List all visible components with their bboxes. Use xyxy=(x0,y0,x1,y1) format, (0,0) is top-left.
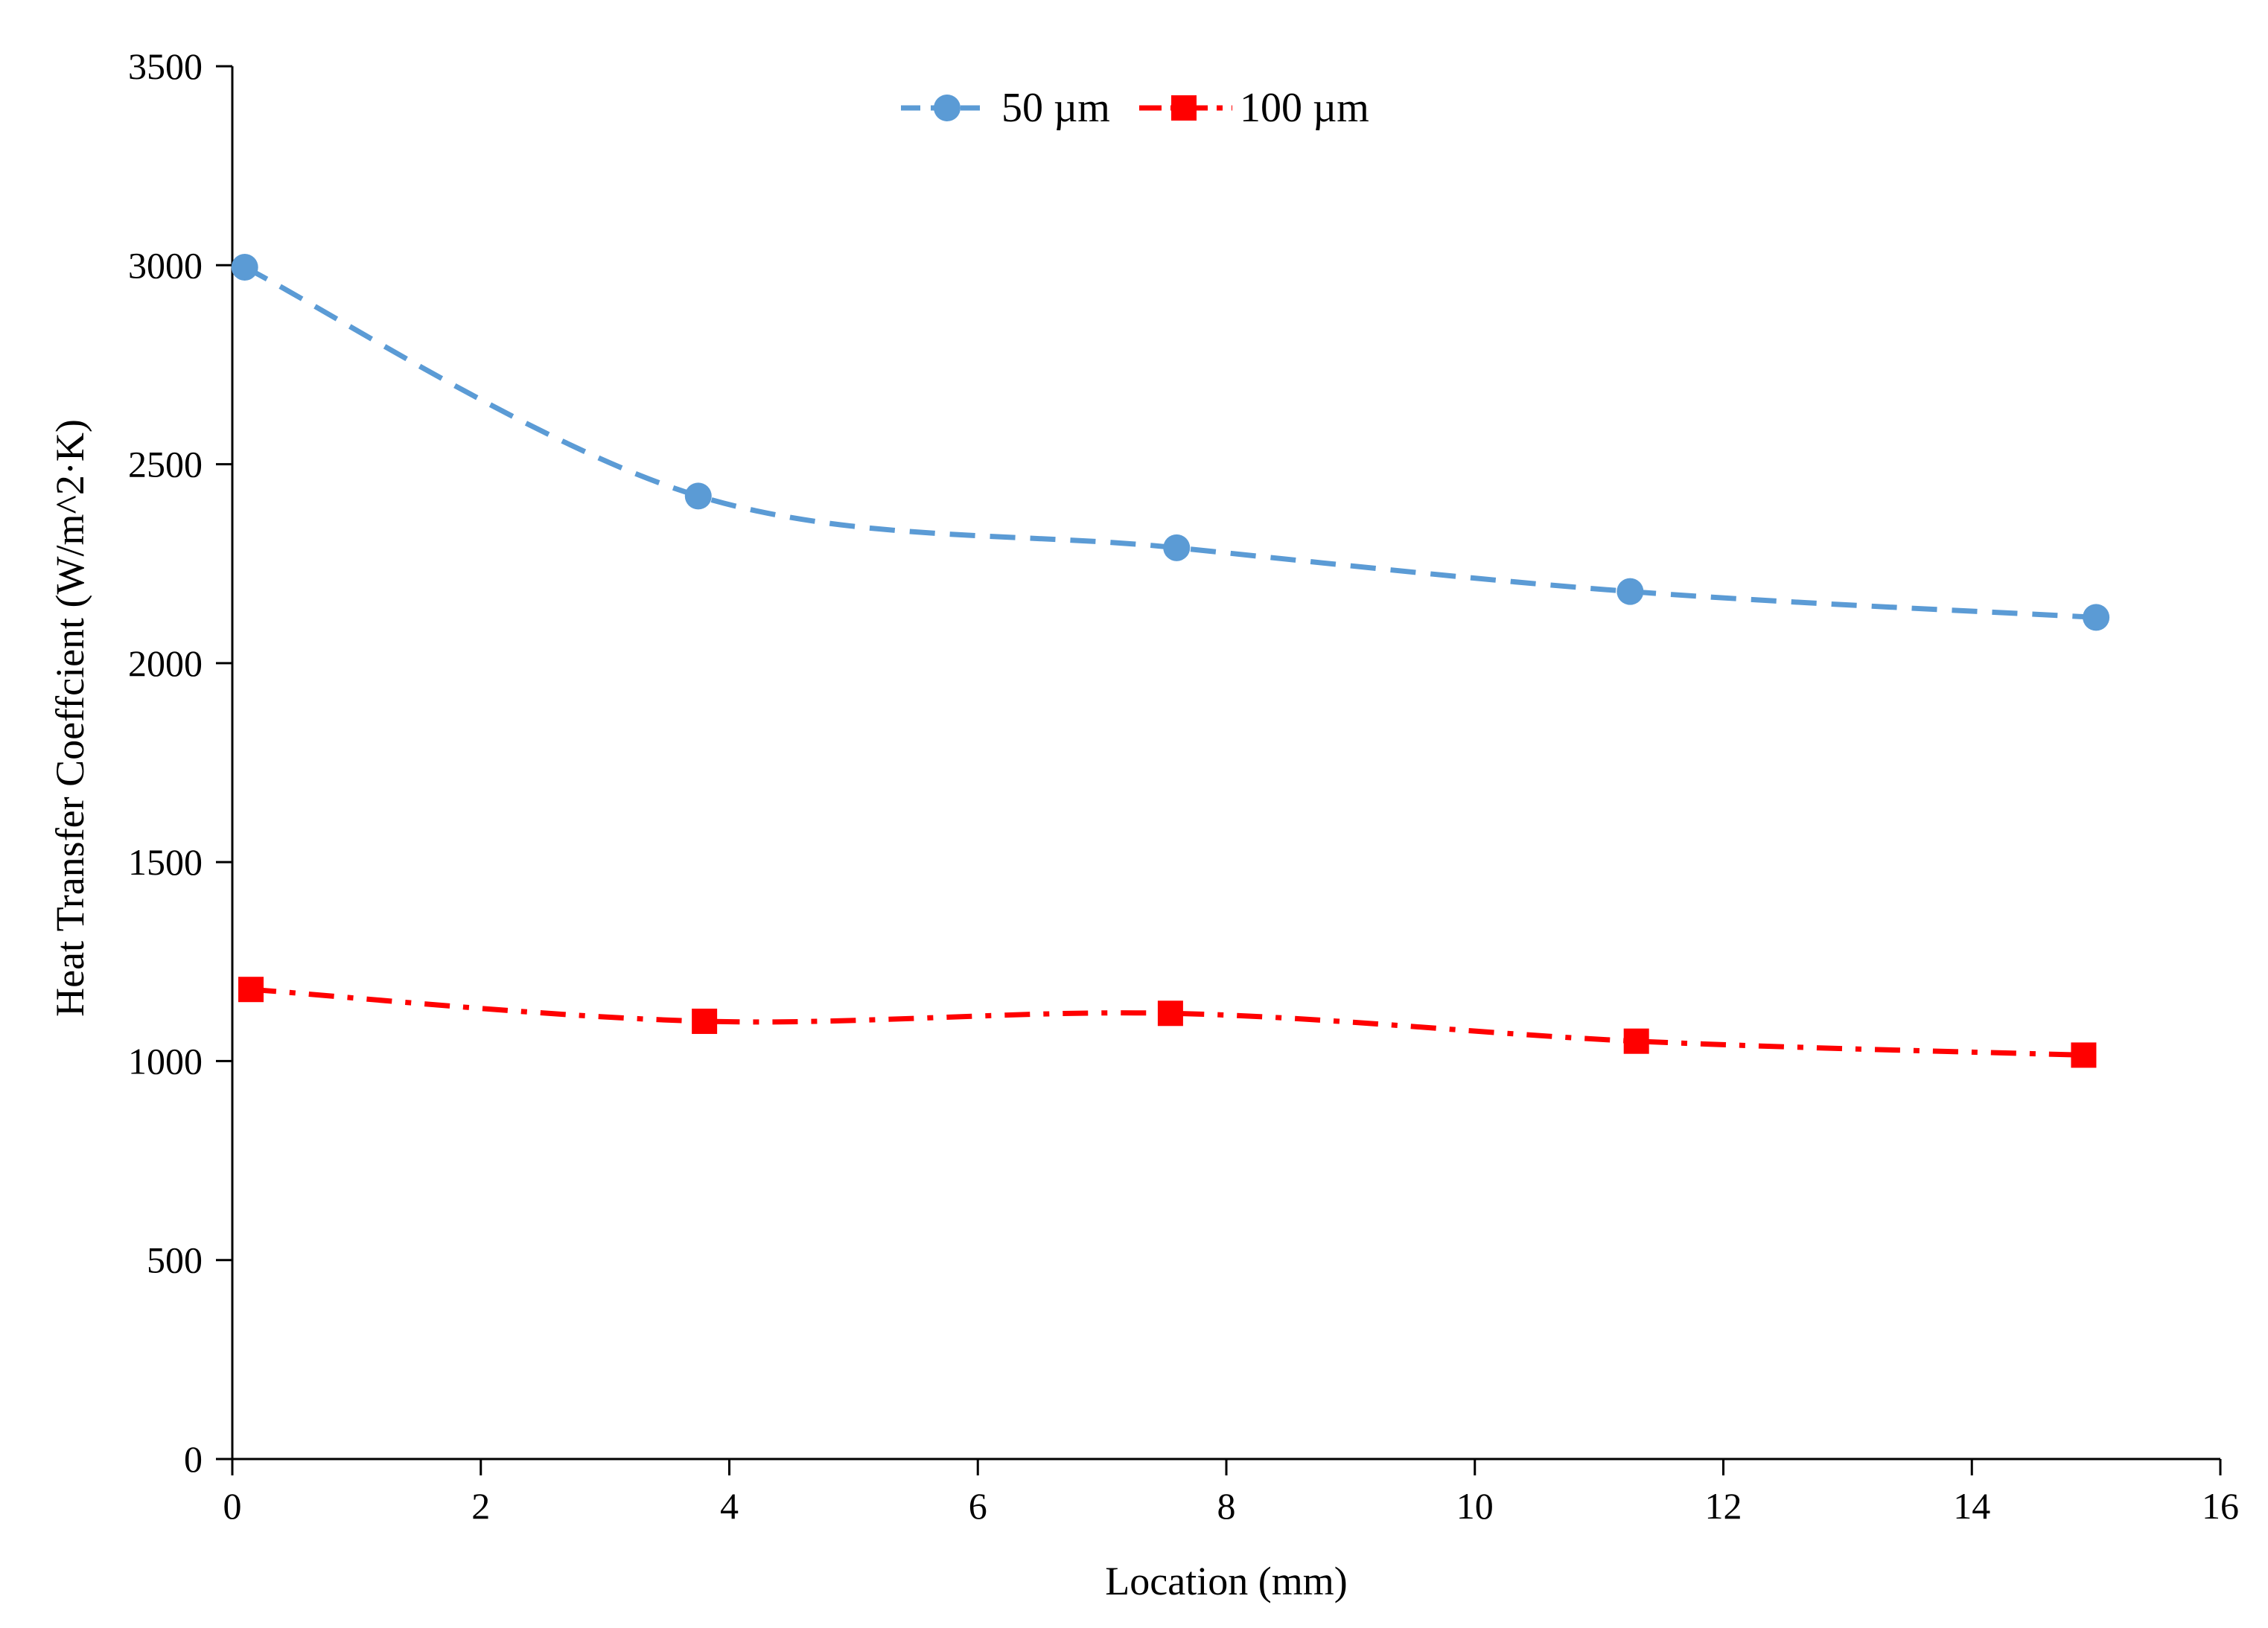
x-ticks: 0 2 4 6 8 10 12 14 16 xyxy=(223,1459,2239,1527)
data-point xyxy=(2071,1042,2097,1068)
y-tick-label: 3000 xyxy=(128,244,203,286)
series-line xyxy=(243,264,2097,620)
y-tick-label: 0 xyxy=(184,1438,203,1480)
legend-label-100um: 100 µm xyxy=(1240,85,1369,131)
data-point xyxy=(1157,1000,1183,1027)
data-point xyxy=(238,977,264,1003)
data-point xyxy=(692,1008,718,1034)
legend-item-100um: 100 µm xyxy=(1139,85,1369,131)
y-ticks: 0 500 1000 1500 2000 2500 3000 3500 xyxy=(128,45,232,1480)
x-tick-label: 8 xyxy=(1217,1485,1236,1527)
data-point xyxy=(684,482,712,510)
series-1 xyxy=(238,977,2097,1068)
x-tick-label: 0 xyxy=(223,1485,242,1527)
series-line xyxy=(250,986,2084,1058)
x-tick-label: 4 xyxy=(720,1485,739,1527)
y-tick-label: 1500 xyxy=(128,841,203,883)
y-tick-label: 2000 xyxy=(128,642,203,684)
legend-item-50um: 50 µm xyxy=(901,85,1110,131)
legend-label-50um: 50 µm xyxy=(1001,85,1110,131)
data-point xyxy=(231,253,258,281)
y-tick-label: 3500 xyxy=(128,45,203,87)
axes xyxy=(231,66,2220,1461)
series-layer xyxy=(231,253,2110,1068)
legend-marker-100um xyxy=(1171,95,1197,121)
legend: 50 µm 100 µm xyxy=(901,85,1369,131)
x-tick-label: 2 xyxy=(471,1485,490,1527)
data-point xyxy=(1623,1028,1649,1054)
y-tick-label: 1000 xyxy=(128,1040,203,1082)
x-tick-label: 16 xyxy=(2202,1485,2239,1527)
data-point xyxy=(2083,604,2110,631)
data-point xyxy=(1616,578,1644,605)
data-point xyxy=(1163,534,1191,561)
y-tick-label: 2500 xyxy=(128,444,203,485)
x-tick-label: 14 xyxy=(1953,1485,1990,1527)
x-tick-label: 6 xyxy=(969,1485,987,1527)
x-tick-label: 12 xyxy=(1705,1485,1742,1527)
series-0 xyxy=(231,253,2110,631)
y-tick-label: 500 xyxy=(147,1239,203,1281)
x-tick-label: 10 xyxy=(1456,1485,1494,1527)
legend-marker-50um xyxy=(934,95,961,121)
x-axis-title: Location (mm) xyxy=(1105,1559,1347,1603)
y-axis-title: Heat Transfer Coeffcient (W/m^2·K) xyxy=(48,419,92,1017)
